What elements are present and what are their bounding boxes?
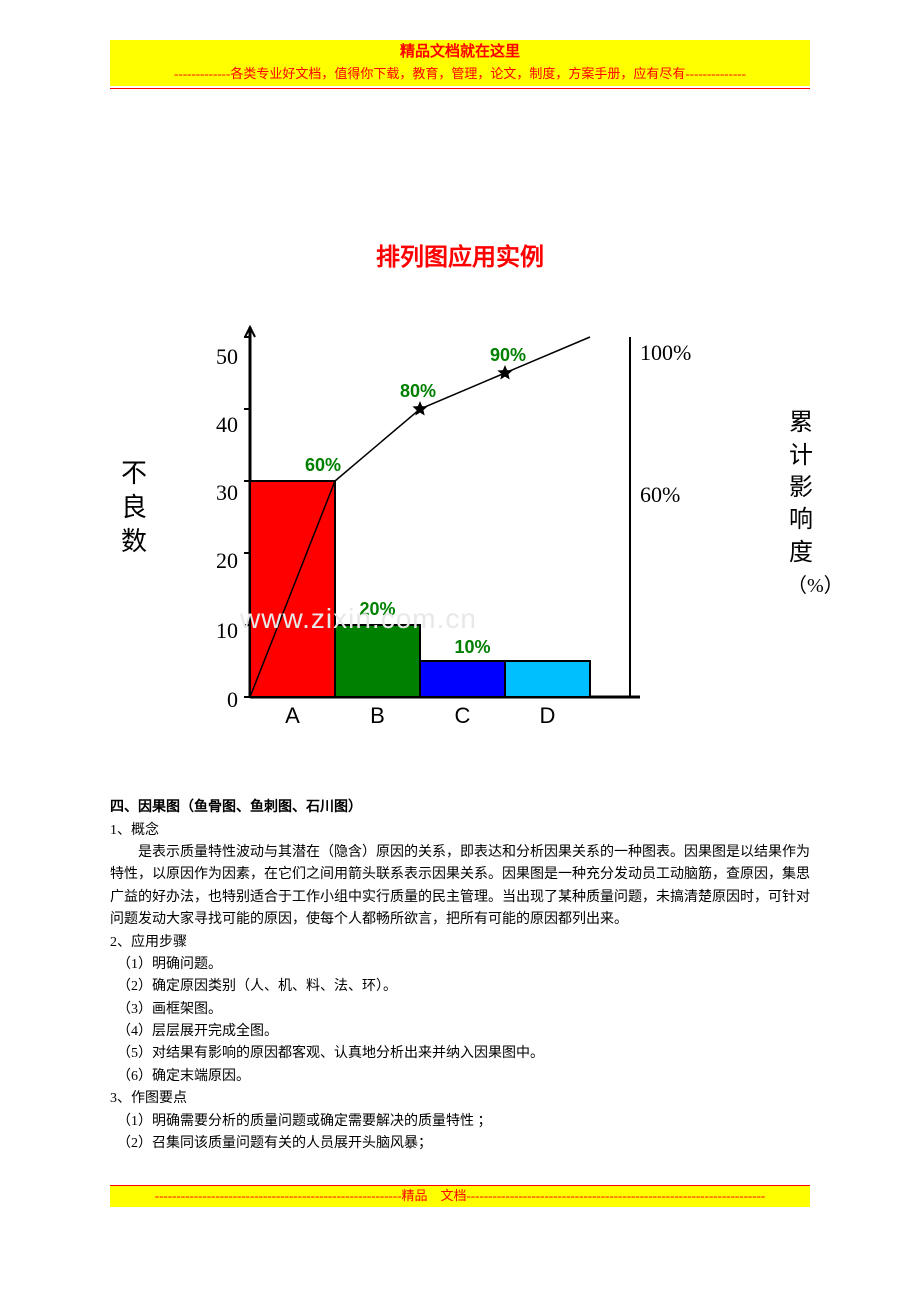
- ytick-40: 40: [198, 407, 238, 442]
- svg-text:D: D: [540, 703, 556, 728]
- p1-label: 1、概念: [110, 820, 810, 842]
- svg-text:B: B: [370, 703, 385, 728]
- step2-5: （5）对结果有影响的原因都客观、认真地分析出来并纳入因果图中。: [110, 1043, 810, 1065]
- section4-heading: 四、因果图（鱼骨图、鱼刺图、石川图）: [110, 797, 810, 819]
- footer-text: ----------------------------------------…: [110, 1186, 810, 1207]
- p1-body: 是表示质量特性波动与其潜在（隐含）原因的关系，即表达和分析因果关系的一种图表。因…: [110, 842, 810, 932]
- y-axis-left-label: 不良数: [120, 457, 148, 558]
- right-tick-100: 100%: [640, 335, 691, 370]
- pareto-svg: A B C D 60% 80% 90% 20% 10%: [150, 317, 770, 757]
- svg-text:10%: 10%: [455, 637, 491, 657]
- step2-6: （6）确定末端原因。: [110, 1066, 810, 1088]
- right-tick-60: 60%: [640, 477, 680, 512]
- svg-text:C: C: [455, 703, 471, 728]
- step2-3: （3）画框架图。: [110, 999, 810, 1021]
- step3-2: （2）召集同该质量问题有关的人员展开头脑风暴；: [110, 1133, 810, 1155]
- svg-text:90%: 90%: [490, 345, 526, 365]
- ytick-20: 20: [198, 543, 238, 578]
- step2-2: （2）确定原因类别（人、机、料、法、环）。: [110, 976, 810, 998]
- ytick-0: 0: [198, 682, 238, 717]
- header-title: 精品文档就在这里: [110, 40, 810, 64]
- pareto-chart: 不良数 累计影响度 （%） www.zixin.com.cn ABCD60%80…: [150, 317, 770, 757]
- step2-1: （1）明确问题。: [110, 954, 810, 976]
- ytick-10: 10: [198, 613, 238, 648]
- svg-text:80%: 80%: [400, 381, 436, 401]
- y-axis-right-label: 累计影响度 （%）: [787, 407, 815, 600]
- page-title: 排列图应用实例: [110, 239, 810, 277]
- y-right-unit: （%）: [787, 573, 815, 600]
- p2-label: 2、应用步骤: [110, 932, 810, 954]
- svg-text:A: A: [285, 703, 300, 728]
- header-subtitle: -------------各类专业好文档，值得你下载，教育，管理，论文，制度，方…: [110, 64, 810, 86]
- p3-label: 3、作图要点: [110, 1088, 810, 1110]
- step2-4: （4）层层展开完成全图。: [110, 1021, 810, 1043]
- ytick-50: 50: [198, 339, 238, 374]
- header-rule: [110, 88, 810, 89]
- svg-text:60%: 60%: [305, 455, 341, 475]
- svg-text:20%: 20%: [360, 599, 396, 619]
- ytick-30: 30: [198, 475, 238, 510]
- step3-1: （1）明确需要分析的质量问题或确定需要解决的质量特性 ；: [110, 1111, 810, 1133]
- y-right-text: 累计影响度: [789, 410, 813, 566]
